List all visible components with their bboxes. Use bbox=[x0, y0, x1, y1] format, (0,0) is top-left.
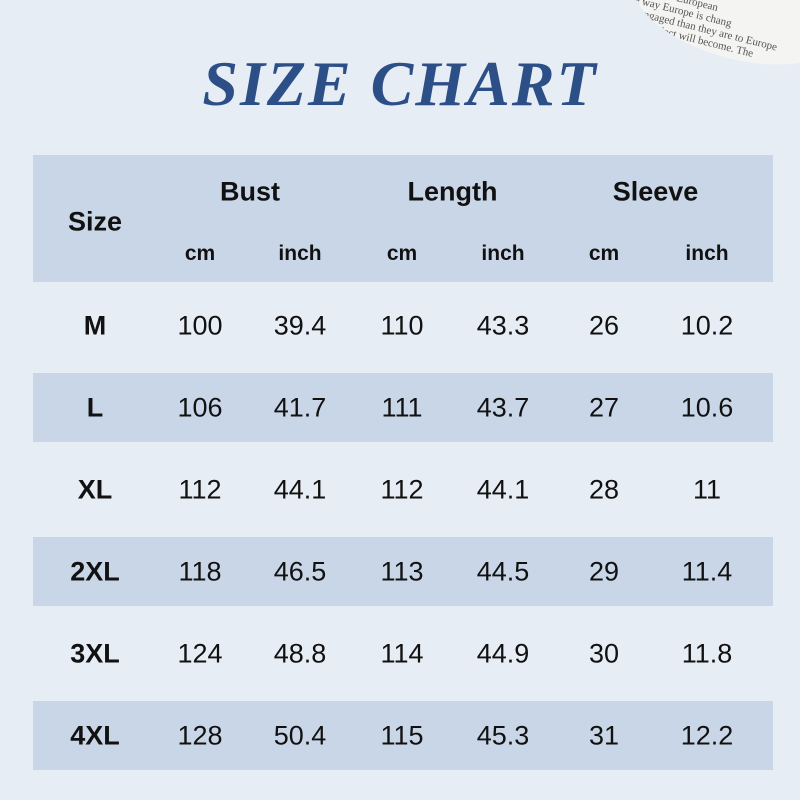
cell: 11.4 bbox=[681, 556, 733, 587]
group-header: Length bbox=[407, 176, 498, 207]
newspaper-clipping: ceptionsuality: if Europeane way Europe … bbox=[616, 0, 800, 87]
row-band bbox=[33, 701, 773, 770]
title: SIZE CHART bbox=[202, 48, 598, 119]
cell: 44.1 bbox=[273, 474, 327, 505]
unit-header: cm bbox=[588, 242, 620, 265]
cell: 29 bbox=[588, 556, 620, 587]
cell: 30 bbox=[588, 638, 620, 669]
size-label: XL bbox=[77, 474, 113, 505]
cell: 106 bbox=[177, 392, 223, 423]
cell: 46.5 bbox=[273, 556, 327, 587]
group-header: Bust bbox=[220, 176, 280, 207]
cell: 27 bbox=[588, 392, 620, 423]
size-label: M bbox=[83, 310, 107, 341]
cell: 111 bbox=[381, 392, 423, 423]
group-header: Sleeve bbox=[612, 176, 699, 207]
cell: 31 bbox=[588, 720, 620, 751]
cell: 44.5 bbox=[476, 556, 530, 587]
unit-header: cm bbox=[184, 242, 216, 265]
row-band bbox=[33, 373, 773, 442]
cell: 113 bbox=[380, 556, 424, 587]
cell: 11.8 bbox=[681, 638, 733, 669]
cell: 124 bbox=[177, 638, 223, 669]
size-label: L bbox=[86, 392, 104, 423]
cell: 44.9 bbox=[476, 638, 530, 669]
cell: 118 bbox=[178, 556, 222, 587]
size-label: 4XL bbox=[70, 720, 120, 751]
cell: 43.3 bbox=[476, 310, 530, 341]
cell: 48.8 bbox=[273, 638, 327, 669]
cell: 26 bbox=[588, 310, 620, 341]
cell: 12.2 bbox=[680, 720, 734, 751]
size-label: 2XL bbox=[70, 556, 120, 587]
cell: 110 bbox=[380, 310, 424, 341]
cell: 50.4 bbox=[273, 720, 327, 751]
unit-header: inch bbox=[278, 242, 322, 265]
row-band bbox=[33, 537, 773, 606]
cell: 112 bbox=[380, 474, 424, 505]
cell: 11 bbox=[692, 474, 722, 505]
cell: 45.3 bbox=[476, 720, 530, 751]
cell: 112 bbox=[178, 474, 222, 505]
cell: 41.7 bbox=[273, 392, 327, 423]
cell: 114 bbox=[380, 638, 424, 669]
cell: 44.1 bbox=[476, 474, 530, 505]
cell: 39.4 bbox=[273, 310, 327, 341]
cell: 115 bbox=[380, 720, 424, 751]
cell: 43.7 bbox=[476, 392, 530, 423]
cell: 10.2 bbox=[680, 310, 734, 341]
cell: 28 bbox=[588, 474, 620, 505]
size-header: Size bbox=[67, 206, 123, 237]
cell: 10.6 bbox=[680, 392, 734, 423]
cell: 100 bbox=[177, 310, 223, 341]
unit-header: cm bbox=[386, 242, 418, 265]
header-band bbox=[33, 155, 773, 282]
size-label: 3XL bbox=[70, 638, 120, 669]
unit-header: inch bbox=[685, 242, 729, 265]
unit-header: inch bbox=[481, 242, 525, 265]
cell: 128 bbox=[177, 720, 223, 751]
